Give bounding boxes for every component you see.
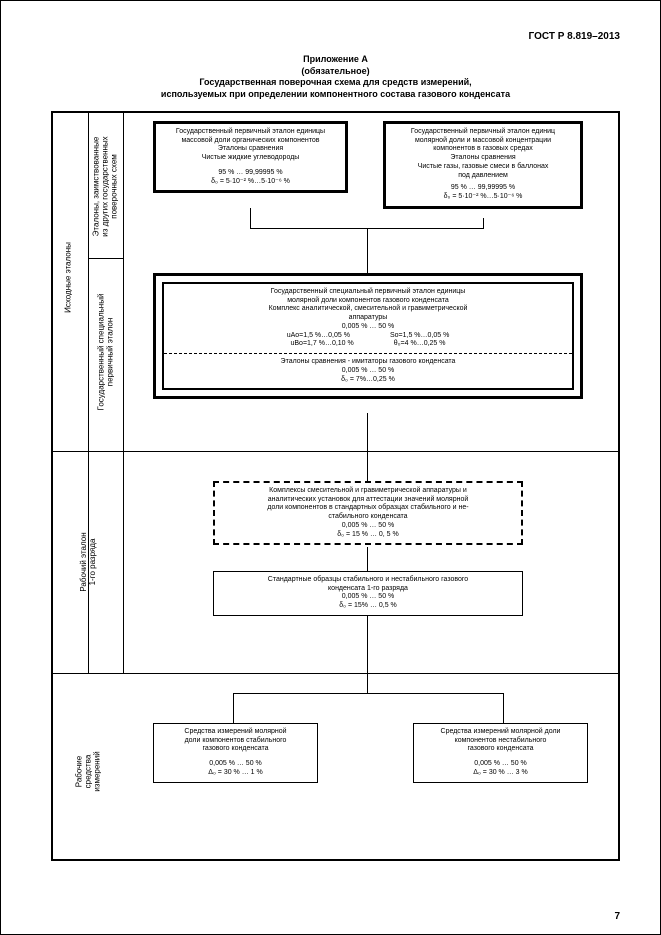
text-range: 0,005 % … 50 %: [170, 367, 566, 376]
text-delta: Δ₀ = 30 % … 3 %: [420, 769, 581, 778]
text-uBo: uBo=1,7 %…0,10 %: [291, 340, 354, 349]
text-line: молярной доли и массовой концентрации: [392, 137, 574, 146]
appendix-label: Приложение А: [51, 54, 620, 66]
page-number: 7: [614, 911, 620, 922]
label-borrowed: Эталоны, заимствованные из других госуда…: [92, 116, 119, 256]
text-line: доли компонентов стабильного: [160, 737, 311, 746]
text-theta: θ₀=4 %…0,25 %: [394, 340, 446, 349]
text-range: 0,005 % … 50 %: [160, 760, 311, 769]
box-primary-mass-fraction: Государственный первичный эталон единицы…: [153, 121, 348, 194]
box-standard-samples-1st: Стандартные образцы стабильного и нестаб…: [213, 571, 523, 616]
connector: [233, 693, 503, 694]
text-line: Государственный первичный эталон единиц: [392, 128, 574, 137]
connector: [367, 615, 368, 693]
text-line: компонентов в газовых средах: [392, 145, 574, 154]
text-line: Государственный специальный первичный эт…: [170, 288, 566, 297]
appendix-header: Приложение А (обязательное) Государствен…: [51, 54, 620, 101]
text-delta: δ₀ = 5·10⁻² %…5·10⁻⁶ %: [162, 178, 339, 187]
box-complex-apparatus: Комплексы смесительной и гравиметрическо…: [213, 481, 523, 546]
connector: [250, 208, 251, 228]
text-delta: Δ₀ = 30 % … 1 %: [160, 769, 311, 778]
schema-frame: Исходные эталоны Эталоны, заимствованные…: [51, 111, 620, 861]
text-delta: δ₀ = 7%…0,25 %: [170, 376, 566, 385]
text-uAo: uAo=1,5 %…0,05 %: [287, 332, 350, 341]
appendix-title-line1: Государственная поверочная схема для сре…: [51, 77, 620, 89]
label-working-1st: Рабочий эталон 1-го разряда: [79, 512, 97, 612]
text-line: доли компонентов в стандартных образцах …: [221, 504, 515, 513]
text-line: Чистые газы, газовые смеси в баллонах: [392, 163, 574, 172]
document-id: ГОСТ Р 8.819–2013: [51, 31, 620, 42]
text-line: массовой доли органических компонентов: [162, 137, 339, 146]
text-line: Средства измерений молярной: [160, 728, 311, 737]
text-line: Чистые жидкие углеводороды: [162, 154, 339, 163]
appendix-title-line2: используемых при определении компонентно…: [51, 89, 620, 101]
text-range: 95 % … 99,99995 %: [392, 184, 574, 193]
text-range: 95 % … 99,99995 %: [162, 169, 339, 178]
text-line: Государственный первичный эталон единицы: [162, 128, 339, 137]
label-special-primary: Государственный специальный первичный эт…: [97, 269, 115, 434]
text-line: Эталоны сравнения - имитаторы газового к…: [170, 358, 566, 367]
text-line: молярной доли компонентов газового конде…: [170, 297, 566, 306]
text-line: компонентов нестабильного: [420, 737, 581, 746]
connector: [503, 693, 504, 723]
text-line: Эталоны сравнения: [162, 145, 339, 154]
box-means-unstable: Средства измерений молярной доли компоне…: [413, 723, 588, 783]
text-line: под давлением: [392, 172, 574, 181]
label-working-means: Рабочие средства измерений: [75, 736, 102, 806]
text-line: аналитических установок для аттестации з…: [221, 496, 515, 505]
appendix-mandatory: (обязательное): [51, 66, 620, 78]
connector: [233, 693, 234, 723]
text-line: Эталоны сравнения: [392, 154, 574, 163]
text-line: стабильного конденсата: [221, 513, 515, 522]
text-delta: δ₀ = 15% … 0,5 %: [220, 602, 516, 611]
connector: [367, 228, 368, 273]
box-special-primary-inner: Государственный специальный первичный эт…: [162, 282, 574, 391]
text-line: Средства измерений молярной доли: [420, 728, 581, 737]
page: ГОСТ Р 8.819–2013 Приложение А (обязател…: [0, 0, 661, 935]
box-special-primary-outer: Государственный специальный первичный эт…: [153, 273, 583, 400]
connector: [367, 413, 368, 481]
text-So: So=1,5 %…0,05 %: [390, 332, 449, 341]
text-line: газового конденсата: [420, 745, 581, 754]
text-line: Комплексы смесительной и гравиметрическо…: [221, 487, 515, 496]
text-delta: δ₀ = 15 % … 0, 5 %: [221, 531, 515, 540]
box-means-stable: Средства измерений молярной доли компоне…: [153, 723, 318, 783]
connector: [367, 547, 368, 571]
text-line: газового конденсата: [160, 745, 311, 754]
text-line: Комплекс аналитической, смесительной и г…: [170, 305, 566, 314]
text-range: 0,005 % … 50 %: [420, 760, 581, 769]
box-primary-molar-fraction: Государственный первичный эталон единиц …: [383, 121, 583, 209]
text-line: аппаратуры: [170, 314, 566, 323]
text-range: 0,005 % … 50 %: [221, 522, 515, 531]
text-line: конденсата 1-го разряда: [220, 585, 516, 594]
text-range: 0,005 % … 50 %: [220, 593, 516, 602]
text-line: Стандартные образцы стабильного и нестаб…: [220, 576, 516, 585]
connector: [483, 218, 484, 228]
label-source-standards: Исходные эталоны: [64, 212, 73, 342]
text-range: 0,005 % … 50 %: [170, 323, 566, 332]
text-delta: δ₀ = 5·10⁻² %…5·10⁻⁶ %: [392, 193, 574, 202]
